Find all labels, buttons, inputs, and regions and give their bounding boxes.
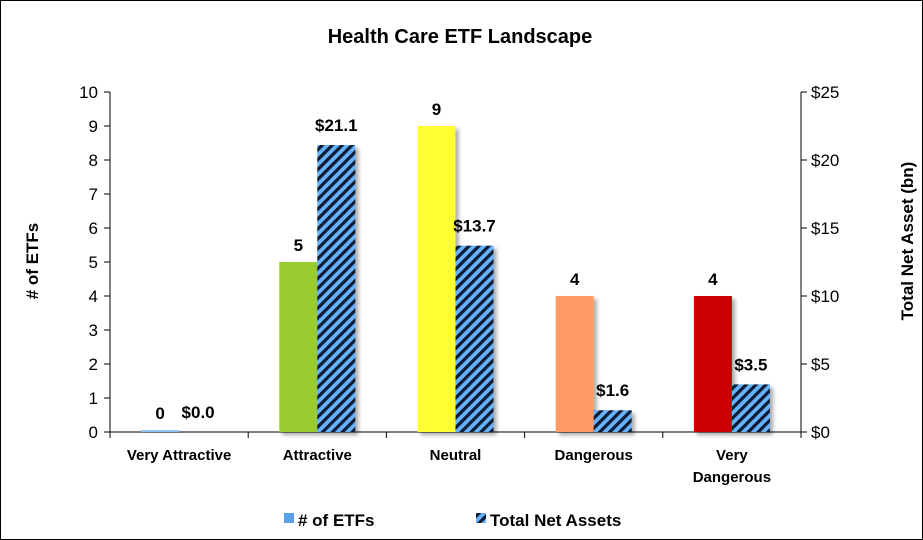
data-label-net-assets: $13.7	[453, 217, 496, 236]
y-tick-label: 9	[89, 117, 98, 136]
legend-label-net-assets: Total Net Assets	[490, 511, 621, 530]
y-tick-label: 0	[89, 423, 98, 442]
bar-net-assets	[317, 145, 356, 433]
y2-ticks: $0 $5 $10 $15 $20 $25	[801, 83, 839, 442]
data-label-net-assets: $21.1	[315, 116, 358, 135]
category-label: Very Attractive	[127, 447, 232, 464]
bar-etfs	[555, 296, 594, 432]
category-label: Neutral	[430, 447, 482, 464]
y-ticks: 0 1 2 3 4 5 6 7 8 9 10	[79, 83, 110, 442]
data-label-etfs: 5	[294, 236, 303, 255]
y2-tick-label: $10	[811, 287, 839, 306]
category-label: Very	[716, 447, 748, 464]
chart-title: Health Care ETF Landscape	[328, 26, 593, 48]
data-label-etfs: 4	[570, 270, 580, 289]
y2-axis-title: Total Net Asset (bn)	[898, 162, 917, 321]
data-label-etfs: 9	[432, 100, 441, 119]
data-label-net-assets: $1.6	[596, 381, 629, 400]
bar-net-assets	[731, 384, 770, 432]
data-label-etfs: 4	[708, 270, 718, 289]
category-label: Dangerous	[693, 469, 771, 486]
data-label-net-assets: $0.0	[182, 403, 215, 422]
bar-etfs	[141, 430, 180, 432]
data-label-net-assets: $3.5	[734, 355, 767, 374]
y-tick-label: 4	[89, 287, 98, 306]
y-tick-label: 5	[89, 253, 98, 272]
data-labels: 0 $0.0 5 $21.1 9 $13.7 4 $1.6 4 $3.5	[155, 100, 767, 423]
y-tick-label: 8	[89, 151, 98, 170]
bar-net-assets	[455, 245, 494, 432]
legend: # of ETFs Total Net Assets	[284, 511, 621, 530]
y2-tick-label: $20	[811, 151, 839, 170]
y2-tick-label: $25	[811, 83, 839, 102]
y-tick-label: 6	[89, 219, 98, 238]
legend-swatch-etfs	[284, 513, 294, 523]
legend-label-etfs: # of ETFs	[298, 511, 375, 530]
category-label: Dangerous	[555, 447, 633, 464]
category-label: Attractive	[283, 447, 352, 464]
bar-net-assets	[593, 410, 632, 432]
bar-etfs	[279, 262, 318, 432]
y-tick-label: 1	[89, 389, 98, 408]
bar-etfs	[693, 296, 732, 432]
data-label-etfs: 0	[155, 404, 164, 423]
y-tick-label: 3	[89, 321, 98, 340]
x-ticks	[109, 432, 802, 438]
y-tick-label: 7	[89, 185, 98, 204]
bars	[141, 126, 770, 433]
bar-etfs	[417, 126, 456, 432]
y2-tick-label: $15	[811, 219, 839, 238]
legend-swatch-net-assets	[476, 513, 486, 523]
y2-tick-label: $0	[811, 423, 830, 442]
y2-tick-label: $5	[811, 355, 830, 374]
y-axis-title: # of ETFs	[23, 223, 42, 300]
category-labels: Very Attractive Attractive Neutral Dangerou…	[127, 447, 771, 486]
y-tick-label: 2	[89, 355, 98, 374]
y-tick-label: 10	[79, 83, 98, 102]
